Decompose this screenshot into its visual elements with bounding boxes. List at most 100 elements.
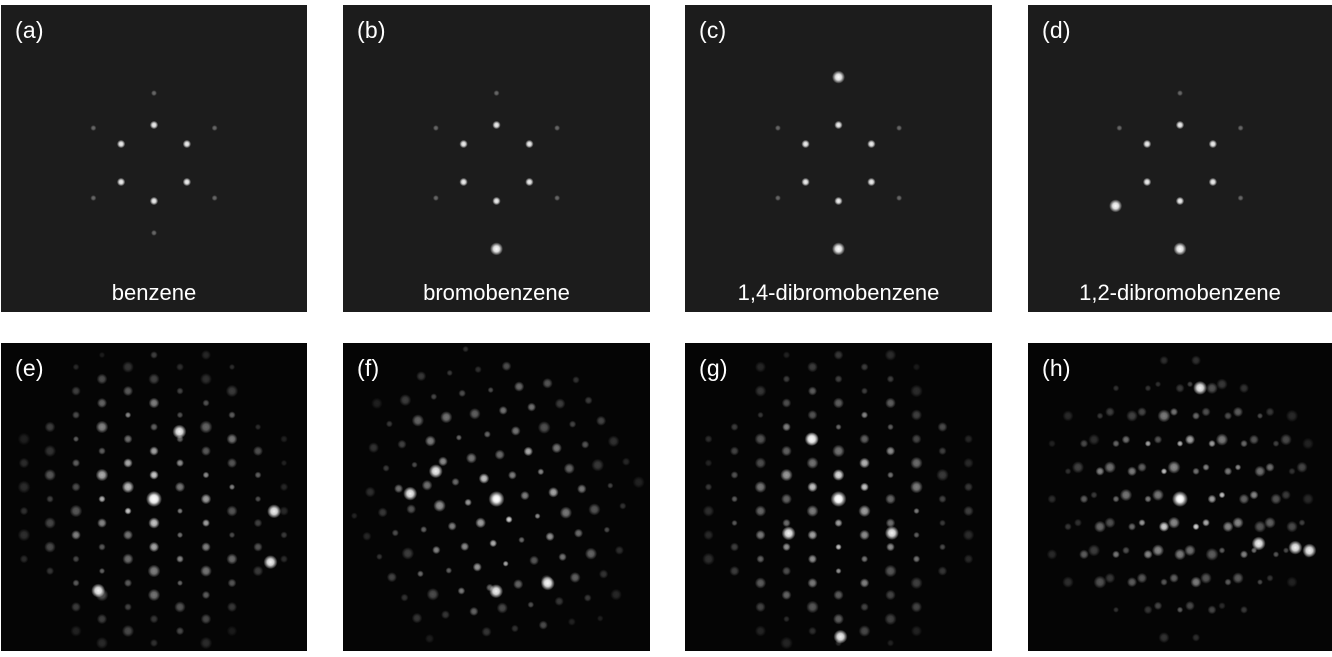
diffraction-spot [397, 439, 407, 449]
diffraction-spot [963, 554, 974, 564]
hydrogen-spot [774, 125, 781, 131]
diffraction-spot [567, 617, 576, 626]
ring-atom-spot [1142, 139, 1152, 149]
diffraction-spot [910, 576, 923, 590]
diffraction-spot [424, 633, 435, 644]
diffraction-spot [1071, 461, 1085, 474]
diffraction-spot [98, 447, 106, 455]
hydrogen-spot [211, 195, 218, 201]
diffraction-spot [1119, 488, 1133, 502]
diffraction-spot [199, 420, 213, 434]
diffraction-spot [835, 568, 842, 574]
diffraction-spot [1223, 411, 1233, 420]
diffraction-spot [70, 625, 82, 637]
bright-spot [263, 555, 278, 570]
diffraction-spot [1176, 440, 1184, 447]
panel-caption: bromobenzene [423, 280, 570, 305]
diffraction-spot [202, 399, 210, 407]
diffraction-spot [406, 504, 417, 514]
diffraction-spot [754, 457, 767, 469]
diffraction-spot [538, 620, 548, 630]
bright-spot [1288, 540, 1303, 555]
diffraction-spot [1216, 378, 1228, 390]
diffraction-spot [1160, 468, 1168, 475]
diffraction-spot [228, 411, 236, 419]
diffraction-spot [447, 521, 457, 531]
diffraction-spot [1191, 633, 1201, 642]
bright-spot [267, 504, 282, 519]
diffraction-spot [399, 394, 412, 407]
diffraction-spot [1285, 409, 1299, 423]
diffraction-spot [1168, 516, 1180, 529]
diffraction-spot [513, 579, 524, 590]
diffraction-spot [72, 363, 80, 371]
diffraction-spot [95, 636, 109, 650]
diffraction-spot [1239, 383, 1249, 394]
bright-spot [884, 526, 899, 540]
diffraction-spot [781, 493, 792, 505]
diffraction-spot [458, 389, 466, 398]
diffraction-spot [123, 458, 133, 468]
ring-atom-spot [867, 139, 876, 149]
diffraction-spot [438, 456, 448, 467]
diffraction-spot [98, 351, 106, 359]
diffraction-spot [382, 464, 390, 472]
diffraction-spot [621, 457, 631, 466]
diffraction-spot [386, 572, 397, 583]
diffraction-spot [1167, 460, 1181, 474]
bright-spot [804, 432, 819, 447]
hydrogen-spot [1177, 90, 1183, 97]
diffraction-spot [71, 386, 81, 396]
diffraction-spot [1088, 433, 1100, 446]
diffraction-spot [1153, 435, 1163, 444]
diffraction-spot [573, 528, 584, 538]
diffraction-spot [176, 531, 184, 539]
diffraction-spot [424, 435, 436, 447]
diffraction-spot [542, 378, 553, 389]
diffraction-spot [71, 530, 81, 540]
diffraction-spot [1232, 517, 1244, 529]
diffraction-spot [833, 397, 844, 409]
diffraction-spot [455, 434, 462, 441]
panel-1-2-dibromobenzene: (d) 1,2-dibromobenzene [1028, 5, 1332, 312]
diffraction-spot [860, 411, 869, 419]
diffraction-spot [588, 503, 601, 516]
diffraction-spot [1282, 547, 1290, 554]
diffraction-spot [71, 458, 81, 468]
diffraction-spot [174, 481, 186, 493]
diffraction-spot [1090, 491, 1098, 499]
bright-spot [172, 424, 187, 439]
diffraction-spot [19, 506, 29, 516]
diffraction-spot [885, 397, 896, 409]
diffraction-spot [176, 363, 184, 371]
diffraction-spot [72, 579, 80, 587]
diffraction-spot [537, 468, 545, 476]
diffraction-spot [1253, 520, 1267, 533]
diffraction-spot [807, 361, 818, 373]
diffraction-spot [1047, 494, 1057, 504]
bromine-spot [490, 242, 503, 256]
diffraction-spot [1184, 544, 1196, 557]
diffraction-spot [1127, 466, 1137, 477]
diffraction-spot [252, 565, 264, 577]
diffraction-spot [963, 457, 974, 469]
diffraction-spot [1224, 578, 1232, 586]
center-spot [488, 491, 505, 507]
diffraction-spot [1138, 519, 1146, 527]
diffraction-spot [963, 482, 974, 492]
diffraction-spot [1238, 493, 1250, 505]
diffraction-spot [44, 541, 56, 553]
diffraction-spot [420, 526, 428, 533]
diffraction-spot [887, 471, 894, 479]
diffraction-spot [483, 430, 491, 438]
panel-pattern-f: (f) [343, 343, 650, 651]
diffraction-spot [1128, 522, 1136, 531]
diffraction-spot [1239, 550, 1249, 559]
hydrogen-spot [554, 195, 561, 201]
diffraction-spot [1184, 434, 1196, 445]
bromine-spot [1173, 242, 1187, 256]
diffraction-spot [122, 529, 134, 541]
diffraction-pattern-h [1046, 355, 1317, 644]
diffraction-spot [17, 528, 31, 542]
panel-label: (a) [15, 17, 44, 43]
